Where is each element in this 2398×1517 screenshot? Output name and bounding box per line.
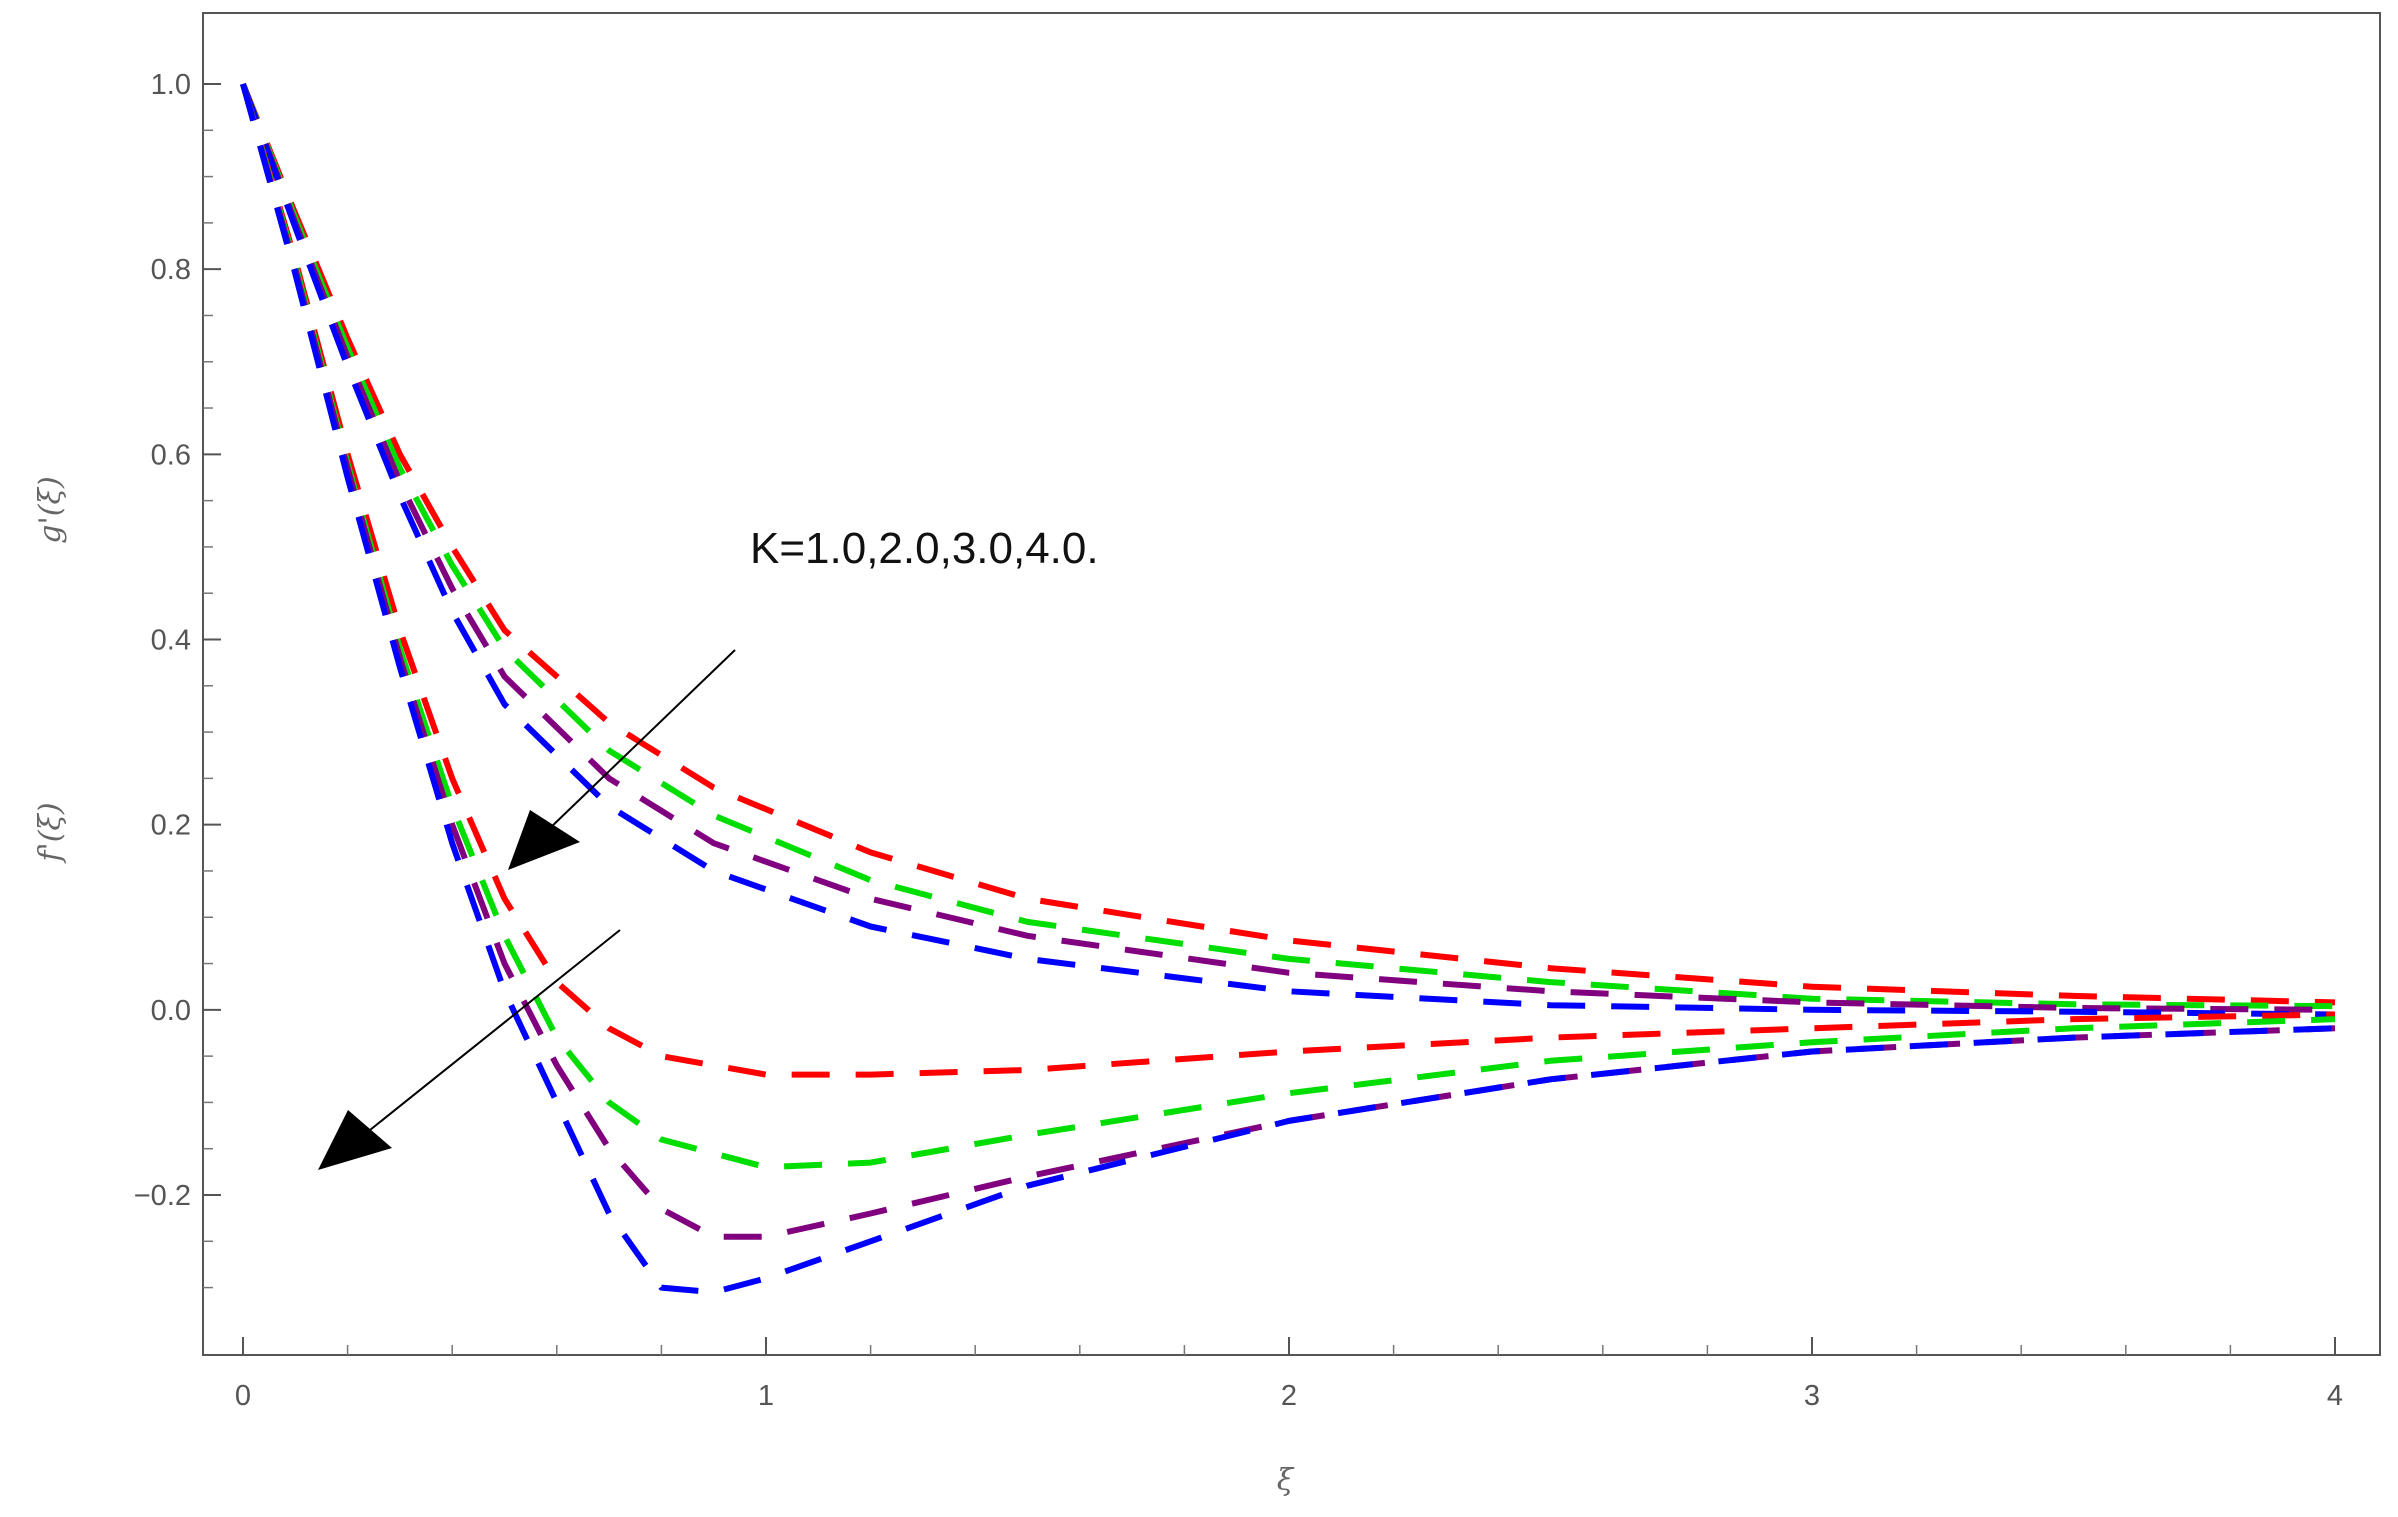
arrow-lower-head	[318, 1110, 392, 1170]
arrow-lower	[369, 929, 621, 1131]
series-line-g-3	[240, 82, 2336, 1013]
x-tick-label: 1	[758, 1380, 774, 1412]
y-tick-label: 0.0	[151, 995, 191, 1027]
y-tick-label: 0.8	[151, 254, 191, 286]
y-tick-label: −0.2	[134, 1180, 191, 1212]
series-layer	[240, 82, 2336, 1296]
series-line-f-4	[240, 83, 2336, 1296]
x-tick-label: 2	[1281, 1380, 1297, 1412]
y-ticks: 1.0 0.8 0.6 0.4 0.2 0.0 −0.2	[134, 69, 221, 1289]
series-line-f-1	[240, 83, 2336, 1078]
y-axis-label-f: f'(ξ)	[33, 802, 68, 863]
y-tick-label: 0.2	[151, 810, 191, 842]
series-line-g-4	[240, 82, 2336, 1018]
series-line-g-2	[240, 82, 2336, 1010]
annotation-arrows	[318, 649, 736, 1170]
x-tick-label: 3	[1804, 1380, 1820, 1412]
annotation-label: K=1.0,2.0,3.0,4.0.	[750, 524, 1099, 573]
x-tick-label: 0	[235, 1380, 251, 1412]
y-tick-label: 0.4	[151, 625, 191, 657]
y-tick-label: 1.0	[151, 69, 191, 101]
arrow-upper-head	[508, 810, 580, 870]
x-ticks: 0 1 2 3 4	[235, 1337, 2343, 1412]
arrow-upper	[547, 649, 736, 831]
y-tick-label: 0.6	[151, 439, 191, 471]
y-axis-label-g: g'(ξ)	[33, 476, 68, 543]
series-line-g-1	[240, 82, 2336, 1006]
series-line-f-3	[240, 83, 2336, 1240]
x-tick-label: 4	[2327, 1380, 2343, 1412]
x-axis-label: ξ	[1277, 1463, 1295, 1498]
plot-frame	[202, 12, 2381, 1356]
